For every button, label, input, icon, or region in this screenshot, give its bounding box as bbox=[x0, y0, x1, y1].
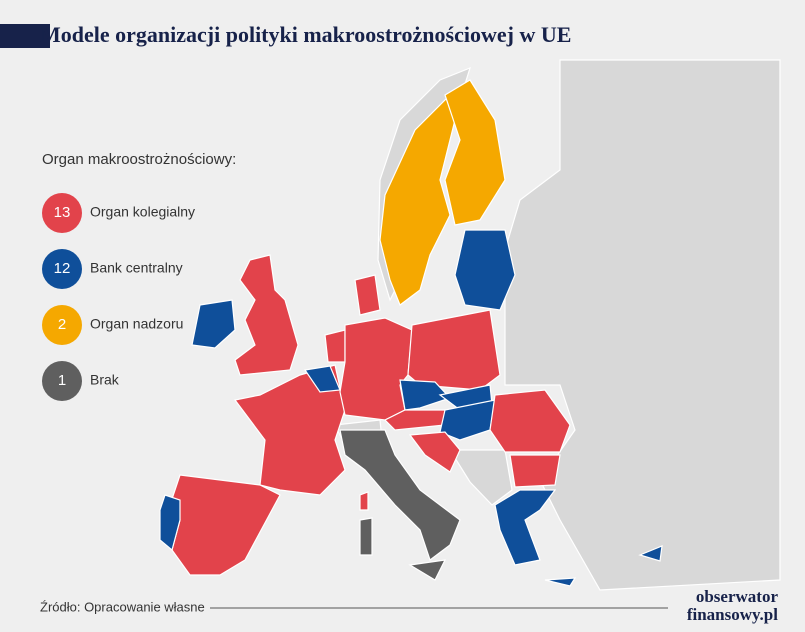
legend-count: 2 bbox=[58, 316, 66, 333]
legend-label: Brak bbox=[90, 372, 120, 388]
title: Modele organizacji polityki makroostrożn… bbox=[40, 22, 571, 47]
country bbox=[509, 454, 561, 488]
country bbox=[544, 577, 577, 587]
non-eu-land bbox=[504, 59, 781, 591]
country bbox=[359, 517, 373, 556]
brand-line2: finansowy.pl bbox=[687, 605, 778, 624]
legend-count: 13 bbox=[54, 204, 71, 221]
title-bar bbox=[0, 24, 50, 48]
balkans bbox=[448, 449, 513, 506]
country bbox=[494, 489, 557, 566]
legend: 13 Organ kolegialny 12 Bank centralny 2 Organ… bbox=[42, 193, 195, 401]
country bbox=[234, 254, 299, 376]
legend-swatch bbox=[42, 305, 82, 345]
country bbox=[489, 389, 571, 453]
country bbox=[379, 93, 456, 306]
legend-label: Organ kolegialny bbox=[90, 204, 195, 220]
legend-count: 12 bbox=[54, 260, 71, 277]
country bbox=[444, 79, 506, 226]
country bbox=[191, 299, 236, 349]
brand-line1: obserwator bbox=[696, 587, 779, 606]
country bbox=[439, 399, 496, 441]
country bbox=[159, 494, 181, 552]
legend-swatch bbox=[42, 249, 82, 289]
country bbox=[354, 274, 381, 316]
legend-count: 1 bbox=[58, 372, 66, 389]
legend-swatch bbox=[42, 193, 82, 233]
country bbox=[359, 491, 369, 511]
country bbox=[408, 559, 447, 581]
legend-label: Bank centralny bbox=[90, 260, 183, 276]
country bbox=[454, 229, 516, 311]
legend-label: Organ nadzoru bbox=[90, 316, 183, 332]
source: Źródło: Opracowanie własne bbox=[40, 599, 205, 614]
country bbox=[638, 545, 663, 562]
country bbox=[339, 317, 413, 421]
legend-swatch bbox=[42, 361, 82, 401]
map bbox=[159, 59, 781, 591]
country bbox=[408, 431, 461, 473]
country bbox=[399, 379, 452, 411]
legend-title: Organ makroostrożnościowy: bbox=[42, 151, 236, 168]
country bbox=[324, 329, 346, 363]
country bbox=[339, 429, 461, 561]
